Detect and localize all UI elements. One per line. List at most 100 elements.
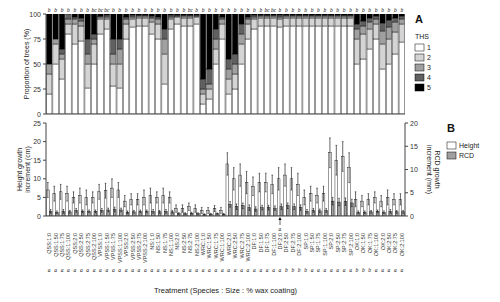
bar-segment [354,39,359,64]
error-bar [355,192,357,207]
x-tick-label: NS:1:50 [155,233,161,253]
x-tick-label: DF:2:0 [277,233,283,250]
error-cap [357,210,359,211]
error-cap [220,213,222,214]
error-cap [227,152,229,153]
bar-segment [296,26,301,114]
error-line [317,188,318,203]
bar-segment [194,16,199,17]
bar-segment [85,64,90,88]
error-cap [82,212,84,213]
error-line [178,213,179,215]
error-line [233,168,234,190]
error-cap [291,189,293,190]
bar-segment [143,15,148,16]
bar-segment [232,64,237,74]
error-line [133,210,134,213]
error-cap [313,212,315,213]
bar-segment [66,19,71,24]
bar-segment [111,39,116,54]
bar-segment [104,29,109,114]
bar-letter: a [221,267,224,273]
error-cap [107,211,109,212]
x-tick-label: QSS:1:75 [59,233,65,257]
bar-letter: b [343,7,346,13]
bar-segment [168,17,173,19]
error-cap [178,214,180,215]
legend-label: Height [459,142,479,150]
bar-segment [200,104,205,114]
y-tick-label: 25 [33,120,41,127]
error-bar [255,207,257,212]
error-line [73,192,74,203]
bar-letter: b [247,7,250,13]
x-tick-label: OK:2:100 [399,233,405,256]
error-cap [120,211,122,212]
error-bar [303,190,305,205]
bar-letter: b [368,267,371,273]
bar-segment [155,17,160,19]
bar-segment [361,34,366,59]
x-tick-label: WRC:2:100 [245,233,251,261]
bar-segment [341,14,346,15]
bar-segment [316,15,321,16]
x-tick-label: VPSS:1:0 [97,233,103,257]
bar-segment [335,26,340,114]
error-bar [194,205,196,212]
error-cap [182,212,184,213]
bar-segment [296,16,301,18]
error-line [114,207,115,212]
bar-segment [373,16,378,19]
bar-letter: a [195,267,198,273]
error-bar [316,188,318,203]
y-tick [43,64,46,65]
error-cap [374,191,376,192]
bar-letter: a [388,267,391,273]
error-line [336,145,337,175]
bar-letter: b [202,7,205,13]
error-bar [390,209,392,213]
legend-swatch [447,142,456,149]
error-cap [316,188,318,189]
bar-segment [149,18,154,22]
y2-tick-label: 5 [410,189,414,196]
bar-segment [85,14,90,39]
bar-segment [162,84,167,114]
bar-segment [149,34,154,114]
error-bar [268,205,270,210]
error-bar [214,206,216,212]
bar-segment [162,14,167,29]
bar-segment [59,79,64,114]
error-bar [387,190,389,205]
error-line [82,210,83,213]
y-tick-label: 0 [37,111,41,118]
error-cap [191,214,193,215]
panel-title: A [415,13,423,25]
bar-segment [98,19,103,34]
bar-segment [367,29,372,49]
annotation-arrowhead [278,217,281,220]
error-bar [374,192,376,203]
error-cap [88,212,90,213]
error-cap [60,184,62,185]
bar-segment [348,26,353,114]
error-cap [69,213,71,214]
error-bar [306,209,308,213]
error-cap [214,211,216,212]
error-cap [361,195,363,196]
bar-segment [341,15,346,16]
y-tick [43,89,46,90]
error-cap [114,207,116,208]
error-cap [85,204,87,205]
bar-letter: b [336,7,339,13]
error-cap [137,204,139,205]
bar-letter: b [356,267,359,273]
error-line [227,153,228,175]
bar-segment [162,54,167,84]
bar-segment [296,15,301,16]
error-line [54,186,55,201]
error-cap [133,210,135,211]
x-tick-label: WRC:1:75 [213,233,219,258]
bar-letter: a [400,267,403,273]
legend: THS12345 [415,33,431,91]
